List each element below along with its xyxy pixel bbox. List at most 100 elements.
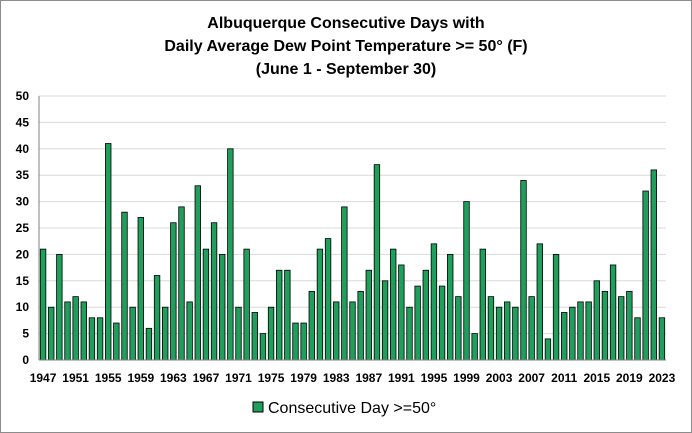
y-tick-label: 45: [16, 115, 30, 129]
bar-1996: [438, 285, 446, 361]
bar-1986: [357, 290, 364, 361]
bar-1992: [406, 306, 413, 361]
y-tick-label: 0: [22, 353, 29, 367]
y-tick-label: 25: [16, 221, 30, 235]
bar-2011: [561, 312, 568, 361]
bar-1974: [259, 333, 267, 361]
bar-2013: [577, 301, 584, 361]
legend: Consecutive Day >=50°: [252, 400, 436, 417]
bar-1953: [88, 317, 96, 361]
bar-2008: [536, 243, 543, 361]
bar-1956: [113, 322, 120, 361]
bar-2012: [569, 306, 576, 361]
bar-1984: [341, 206, 348, 361]
bar-2020: [634, 317, 641, 361]
x-axis-ticks: 1947 1951 1955 1959 1963 1967 1971 1975 1979 1983…: [30, 371, 676, 385]
bar-2004: [504, 301, 511, 361]
chart-title: Albuquerque Consecutive Days with Daily …: [164, 15, 527, 78]
bar-2016: [601, 290, 609, 361]
x-tick-label: 1979: [290, 371, 317, 385]
y-tick-label: 50: [16, 89, 30, 103]
bar-1951: [72, 296, 79, 361]
bar-2005: [512, 306, 519, 361]
x-tick-label: 1955: [95, 371, 122, 385]
bar-1977: [284, 269, 291, 361]
bar-1961: [153, 275, 161, 361]
bar-1972: [243, 248, 250, 361]
x-tick-label: 2011: [551, 371, 577, 385]
bar-1995: [430, 243, 438, 361]
bar-1975: [267, 306, 275, 361]
bar-1949: [56, 253, 63, 361]
bar-1962: [162, 306, 169, 361]
bar-1976: [276, 269, 283, 361]
bar-1999: [463, 201, 470, 361]
y-tick-label: 10: [16, 300, 30, 314]
bar-1987: [365, 269, 372, 361]
x-tick-label: 1963: [160, 371, 187, 385]
x-tick-label: 2019: [616, 371, 643, 385]
y-tick-label: 15: [16, 274, 30, 288]
bar-2023: [658, 317, 666, 361]
x-tick-label: 1999: [453, 371, 480, 385]
bar-2010: [552, 253, 560, 361]
title-line-2: Daily Average Dew Point Temperature >= 5…: [164, 38, 527, 55]
y-tick-label: 35: [16, 168, 30, 182]
bar-2001: [479, 248, 486, 361]
bar-1990: [390, 248, 397, 361]
bar-2019: [626, 290, 633, 361]
bar-1960: [145, 327, 153, 361]
bar-1985: [349, 301, 356, 361]
legend-swatch: [252, 401, 264, 413]
x-tick-label: 1987: [355, 371, 382, 385]
bar-2018: [618, 296, 625, 361]
bar-1957: [121, 211, 128, 361]
y-axis-ticks: 0 5 10 15 20 25 30 35 40 45 50: [16, 89, 30, 367]
bar-1964: [178, 206, 185, 361]
y-tick-label: 30: [16, 195, 30, 209]
bar-1997: [447, 253, 454, 361]
bar-1948: [48, 306, 55, 361]
bar-1958: [129, 306, 136, 361]
legend-label: Consecutive Day >=50°: [268, 400, 436, 417]
bar-1963: [170, 222, 177, 361]
x-tick-label: 1959: [127, 371, 154, 385]
bar-1967: [202, 248, 210, 361]
bar-1973: [251, 312, 258, 361]
x-tick-label: 2003: [486, 371, 513, 385]
bar-1981: [316, 248, 324, 361]
title-line-3: (June 1 - September 30): [256, 61, 437, 78]
bar-1947: [39, 248, 47, 361]
x-tick-label: 1991: [388, 371, 415, 385]
bars-group: [39, 143, 666, 361]
bar-1950: [64, 301, 71, 361]
y-tick-label: 40: [16, 142, 30, 156]
x-tick-label: 1983: [323, 371, 350, 385]
bar-1966: [194, 185, 201, 361]
bar-2003: [495, 306, 503, 361]
bar-2021: [642, 190, 649, 361]
x-tick-label: 2023: [649, 371, 676, 385]
title-line-1: Albuquerque Consecutive Days with: [207, 15, 484, 32]
bar-1965: [186, 301, 193, 361]
bar-2007: [528, 296, 535, 361]
x-tick-label: 1947: [30, 371, 57, 385]
bar-1991: [398, 264, 405, 361]
bar-1955: [105, 143, 112, 361]
x-tick-label: 1971: [225, 371, 252, 385]
bar-1971: [235, 306, 242, 361]
bar-2014: [585, 301, 592, 361]
x-tick-label: 2015: [583, 371, 610, 385]
x-tick-label: 1951: [62, 371, 89, 385]
bar-2009: [544, 338, 552, 361]
x-tick-label: 2007: [518, 371, 545, 385]
bar-1982: [324, 238, 332, 361]
bar-1969: [219, 253, 226, 361]
y-gridlines: [39, 95, 666, 335]
bar-1954: [96, 317, 104, 361]
bar-1993: [414, 285, 421, 361]
bar-1970: [227, 148, 234, 361]
bar-1978: [292, 322, 299, 361]
x-tick-label: 1967: [193, 371, 220, 385]
